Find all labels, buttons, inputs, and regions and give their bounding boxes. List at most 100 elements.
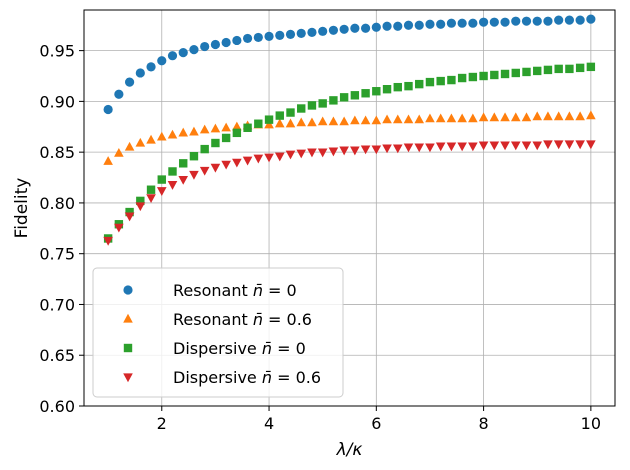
- data-point: [339, 116, 349, 126]
- data-point: [435, 113, 446, 123]
- y-tick-label: 0.90: [39, 92, 75, 111]
- data-point: [114, 223, 124, 233]
- data-point: [189, 45, 199, 55]
- x-tick-label: 6: [371, 414, 381, 433]
- data-point: [446, 142, 457, 152]
- data-point: [575, 111, 585, 121]
- data-point: [478, 141, 489, 151]
- data-point: [135, 68, 145, 78]
- data-point: [146, 194, 156, 204]
- data-point: [178, 48, 188, 58]
- data-point: [199, 166, 210, 176]
- data-point: [468, 18, 478, 28]
- data-point: [372, 87, 381, 96]
- data-point: [511, 68, 520, 78]
- data-point: [328, 147, 339, 157]
- data-point: [329, 96, 338, 105]
- data-point: [242, 33, 253, 44]
- data-point: [403, 20, 414, 30]
- data-point: [136, 196, 145, 206]
- data-point: [210, 163, 221, 173]
- data-point: [200, 41, 210, 52]
- legend-label: Resonant n̄ = 0.6: [173, 310, 312, 329]
- data-point: [253, 32, 263, 43]
- data-point: [392, 144, 403, 154]
- data-point: [521, 112, 532, 122]
- series-4: [103, 140, 596, 246]
- data-point: [393, 21, 403, 31]
- data-point: [414, 20, 424, 30]
- data-point: [554, 15, 564, 25]
- legend-marker: [123, 313, 133, 323]
- data-point: [511, 16, 521, 26]
- data-point: [318, 26, 328, 36]
- data-point: [350, 91, 360, 100]
- data-point: [328, 116, 339, 126]
- data-point: [478, 17, 489, 27]
- data-point: [200, 144, 209, 154]
- data-point: [103, 156, 113, 165]
- data-point: [457, 113, 467, 123]
- data-point: [168, 167, 177, 176]
- data-point: [318, 99, 327, 108]
- data-point: [564, 140, 575, 150]
- legend: Resonant n̄ = 0 Resonant n̄ = 0.6 Dispersi…: [92, 267, 344, 398]
- data-point: [274, 118, 285, 128]
- data-point: [532, 16, 542, 26]
- legend-marker: [123, 373, 133, 383]
- data-point: [404, 81, 413, 91]
- data-point: [221, 160, 231, 170]
- data-point: [360, 145, 371, 155]
- data-point: [436, 76, 445, 86]
- x-tick-label: 10: [581, 414, 601, 433]
- data-point: [415, 79, 424, 89]
- data-point: [564, 15, 575, 25]
- data-points: [103, 14, 596, 246]
- data-point: [317, 148, 328, 158]
- data-point: [157, 175, 166, 184]
- data-point: [564, 111, 575, 121]
- data-point: [307, 27, 317, 37]
- data-point: [350, 115, 360, 125]
- data-point: [553, 140, 564, 150]
- series-2: [103, 110, 596, 165]
- data-point: [586, 14, 596, 24]
- data-point: [425, 143, 435, 153]
- y-tick-label: 0.70: [39, 295, 75, 314]
- data-point: [211, 138, 220, 148]
- data-point: [232, 128, 242, 138]
- data-point: [275, 30, 285, 40]
- data-point: [242, 156, 253, 166]
- data-point: [479, 71, 488, 81]
- data-point: [489, 17, 499, 27]
- data-point: [114, 147, 124, 157]
- data-point: [371, 115, 382, 125]
- data-point: [178, 127, 189, 137]
- data-point: [297, 104, 306, 113]
- data-point: [586, 62, 596, 72]
- data-point: [382, 144, 392, 154]
- data-point: [490, 70, 499, 80]
- series-1: [103, 14, 596, 115]
- data-point: [457, 142, 467, 152]
- data-point: [146, 185, 156, 194]
- y-tick-label: 0.85: [39, 143, 75, 162]
- data-point: [221, 133, 231, 143]
- data-point: [210, 123, 221, 133]
- data-point: [489, 141, 500, 151]
- data-point: [446, 18, 457, 28]
- data-point: [179, 159, 188, 168]
- data-point: [403, 143, 414, 153]
- data-point: [500, 17, 510, 27]
- data-point: [210, 39, 221, 50]
- data-point: [157, 56, 167, 66]
- data-point: [189, 170, 199, 180]
- data-point: [264, 119, 274, 129]
- x-tick-label: 8: [478, 414, 488, 433]
- legend-marker: [123, 343, 133, 353]
- data-point: [285, 118, 296, 128]
- data-point: [468, 72, 478, 82]
- y-tick-label: 0.65: [39, 346, 75, 365]
- legend-box: [92, 267, 344, 398]
